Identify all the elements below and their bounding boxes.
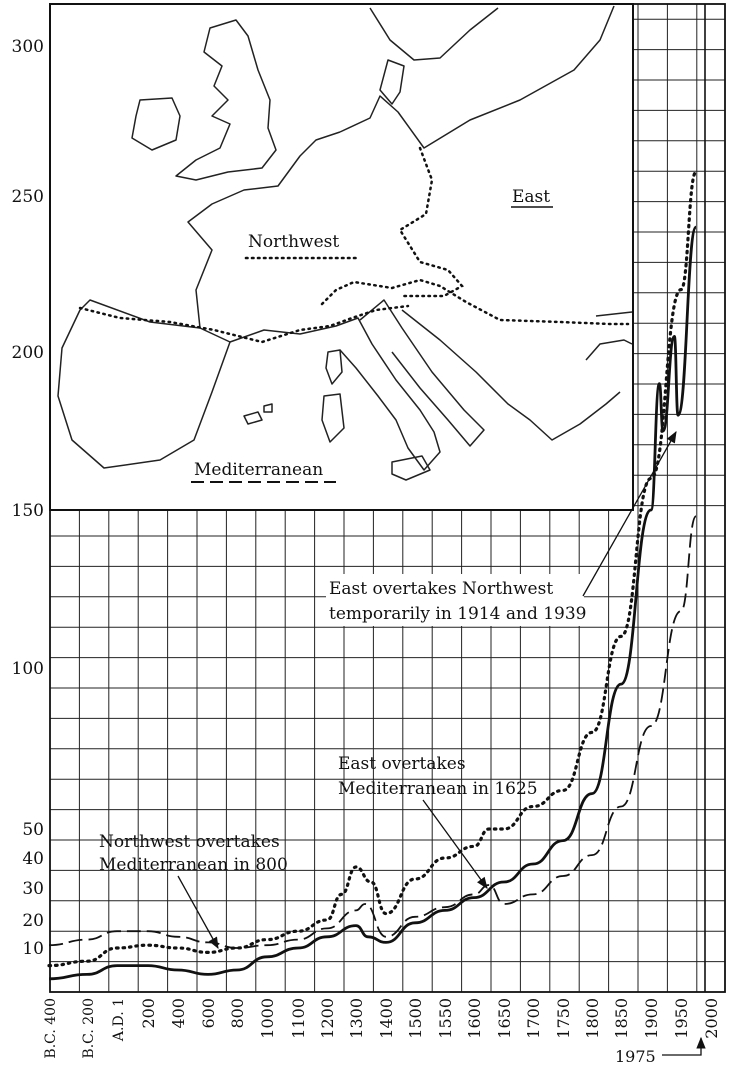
coastline-corsica xyxy=(325,349,343,385)
y-axis-ticks: 10 20 30 40 50 100 150 200 250 300 xyxy=(12,37,44,959)
y-tick-label: 100 xyxy=(12,659,44,679)
x-tick-label: 1200 xyxy=(318,998,337,1039)
annotation-northwest-line-2: Mediterranean in 800 xyxy=(99,855,288,875)
coastline-britain xyxy=(175,19,277,181)
coastline-italy-east xyxy=(359,299,485,447)
x-axis-ticks: B.C. 400 B.C. 200 A.D. 1 200 400 600 800 1000 11… xyxy=(43,998,721,1059)
coastline-islands xyxy=(243,403,273,425)
y-tick-label: 200 xyxy=(12,343,44,363)
y-tick-label: 20 xyxy=(22,911,44,931)
x-tick-label: 800 xyxy=(228,998,247,1029)
boundary-northwest-south xyxy=(78,304,410,344)
x-tick-label: 1900 xyxy=(642,998,661,1039)
marker-1975-label: 1975 xyxy=(615,1047,656,1066)
x-tick-label: 1400 xyxy=(377,998,396,1039)
y-tick-label: 250 xyxy=(12,187,44,207)
map-label-northwest: Northwest xyxy=(248,232,339,252)
annotation-east-nw-line-2: temporarily in 1914 and 1939 xyxy=(329,604,587,624)
x-tick-label: B.C. 200 xyxy=(81,998,97,1059)
coastline-balkans xyxy=(401,309,621,441)
x-tick-label: 200 xyxy=(139,998,158,1029)
annotation-northwest-line-1: Northwest overtakes xyxy=(99,832,280,852)
y-tick-label: 10 xyxy=(22,939,44,959)
y-tick-label: 50 xyxy=(22,820,44,840)
map-label-mediterranean: Mediterranean xyxy=(194,460,323,480)
map-label-east: East xyxy=(512,187,550,207)
coastline-baltic xyxy=(339,5,615,149)
annotation-east-med-line-1: East overtakes xyxy=(338,754,466,774)
x-tick-label: 400 xyxy=(169,998,188,1029)
x-tick-label: 1300 xyxy=(347,998,366,1039)
annotation-northwest-overtakes: Northwest overtakes Mediterranean in 800 xyxy=(99,832,288,950)
annotation-east-nw-line-1: East overtakes Northwest xyxy=(329,579,553,599)
x-tick-label: 1550 xyxy=(436,998,455,1039)
boundary-northwest-east xyxy=(320,278,630,326)
x-tick-label: 1700 xyxy=(524,998,543,1039)
marker-1975: 1975 xyxy=(615,1036,706,1066)
series-lines xyxy=(47,170,698,981)
coastline-denmark xyxy=(379,59,405,105)
series-line-dotted xyxy=(47,170,698,968)
x-tick-label: 1100 xyxy=(289,998,308,1039)
annotation-east-overtakes-med: East overtakes Mediterranean in 1625 xyxy=(338,754,538,889)
boundary-east-central xyxy=(398,146,464,298)
y-tick-label: 300 xyxy=(12,37,44,57)
coastline-sardinia xyxy=(321,393,345,443)
coastline-sicily xyxy=(391,455,431,481)
x-tick-label: 1850 xyxy=(612,998,631,1039)
series-line-solid xyxy=(48,225,698,981)
y-tick-label: 150 xyxy=(12,501,44,521)
x-tick-label: 1650 xyxy=(495,998,514,1039)
y-tick-label: 30 xyxy=(22,879,44,899)
annotation-east-med-line-2: Mediterranean in 1625 xyxy=(338,779,538,799)
annotation-east-nw-background xyxy=(326,574,584,626)
coastline-scandinavia xyxy=(369,7,499,61)
annotation-northwest-arrow xyxy=(177,875,219,950)
x-tick-label: 2000 xyxy=(702,998,721,1039)
x-tick-label: 1800 xyxy=(583,998,602,1039)
x-tick-label: 1600 xyxy=(465,998,484,1039)
coastline-ireland xyxy=(131,97,181,151)
x-tick-label: 1500 xyxy=(406,998,425,1039)
coastline-turkey xyxy=(585,311,633,361)
x-tick-label: 1950 xyxy=(672,998,691,1039)
x-tick-label: B.C. 400 xyxy=(43,998,59,1059)
marker-1975-arrow xyxy=(662,1036,706,1056)
y-tick-label: 40 xyxy=(22,849,44,869)
annotation-east-overtakes-nw: East overtakes Northwest temporarily in … xyxy=(326,430,677,626)
x-tick-label: 1000 xyxy=(258,998,277,1039)
x-tick-label: 600 xyxy=(199,998,218,1029)
series-line-dashed xyxy=(48,515,697,949)
coastline-mediterranean xyxy=(229,317,441,471)
x-tick-label: A.D. 1 xyxy=(111,998,127,1042)
annotation-east-med-arrow xyxy=(422,799,488,889)
annotation-east-nw-arrow xyxy=(582,430,677,597)
europe-map: Northwest East Mediterranean xyxy=(49,3,634,511)
x-tick-label: 1750 xyxy=(554,998,573,1039)
coastline-france xyxy=(187,131,341,329)
